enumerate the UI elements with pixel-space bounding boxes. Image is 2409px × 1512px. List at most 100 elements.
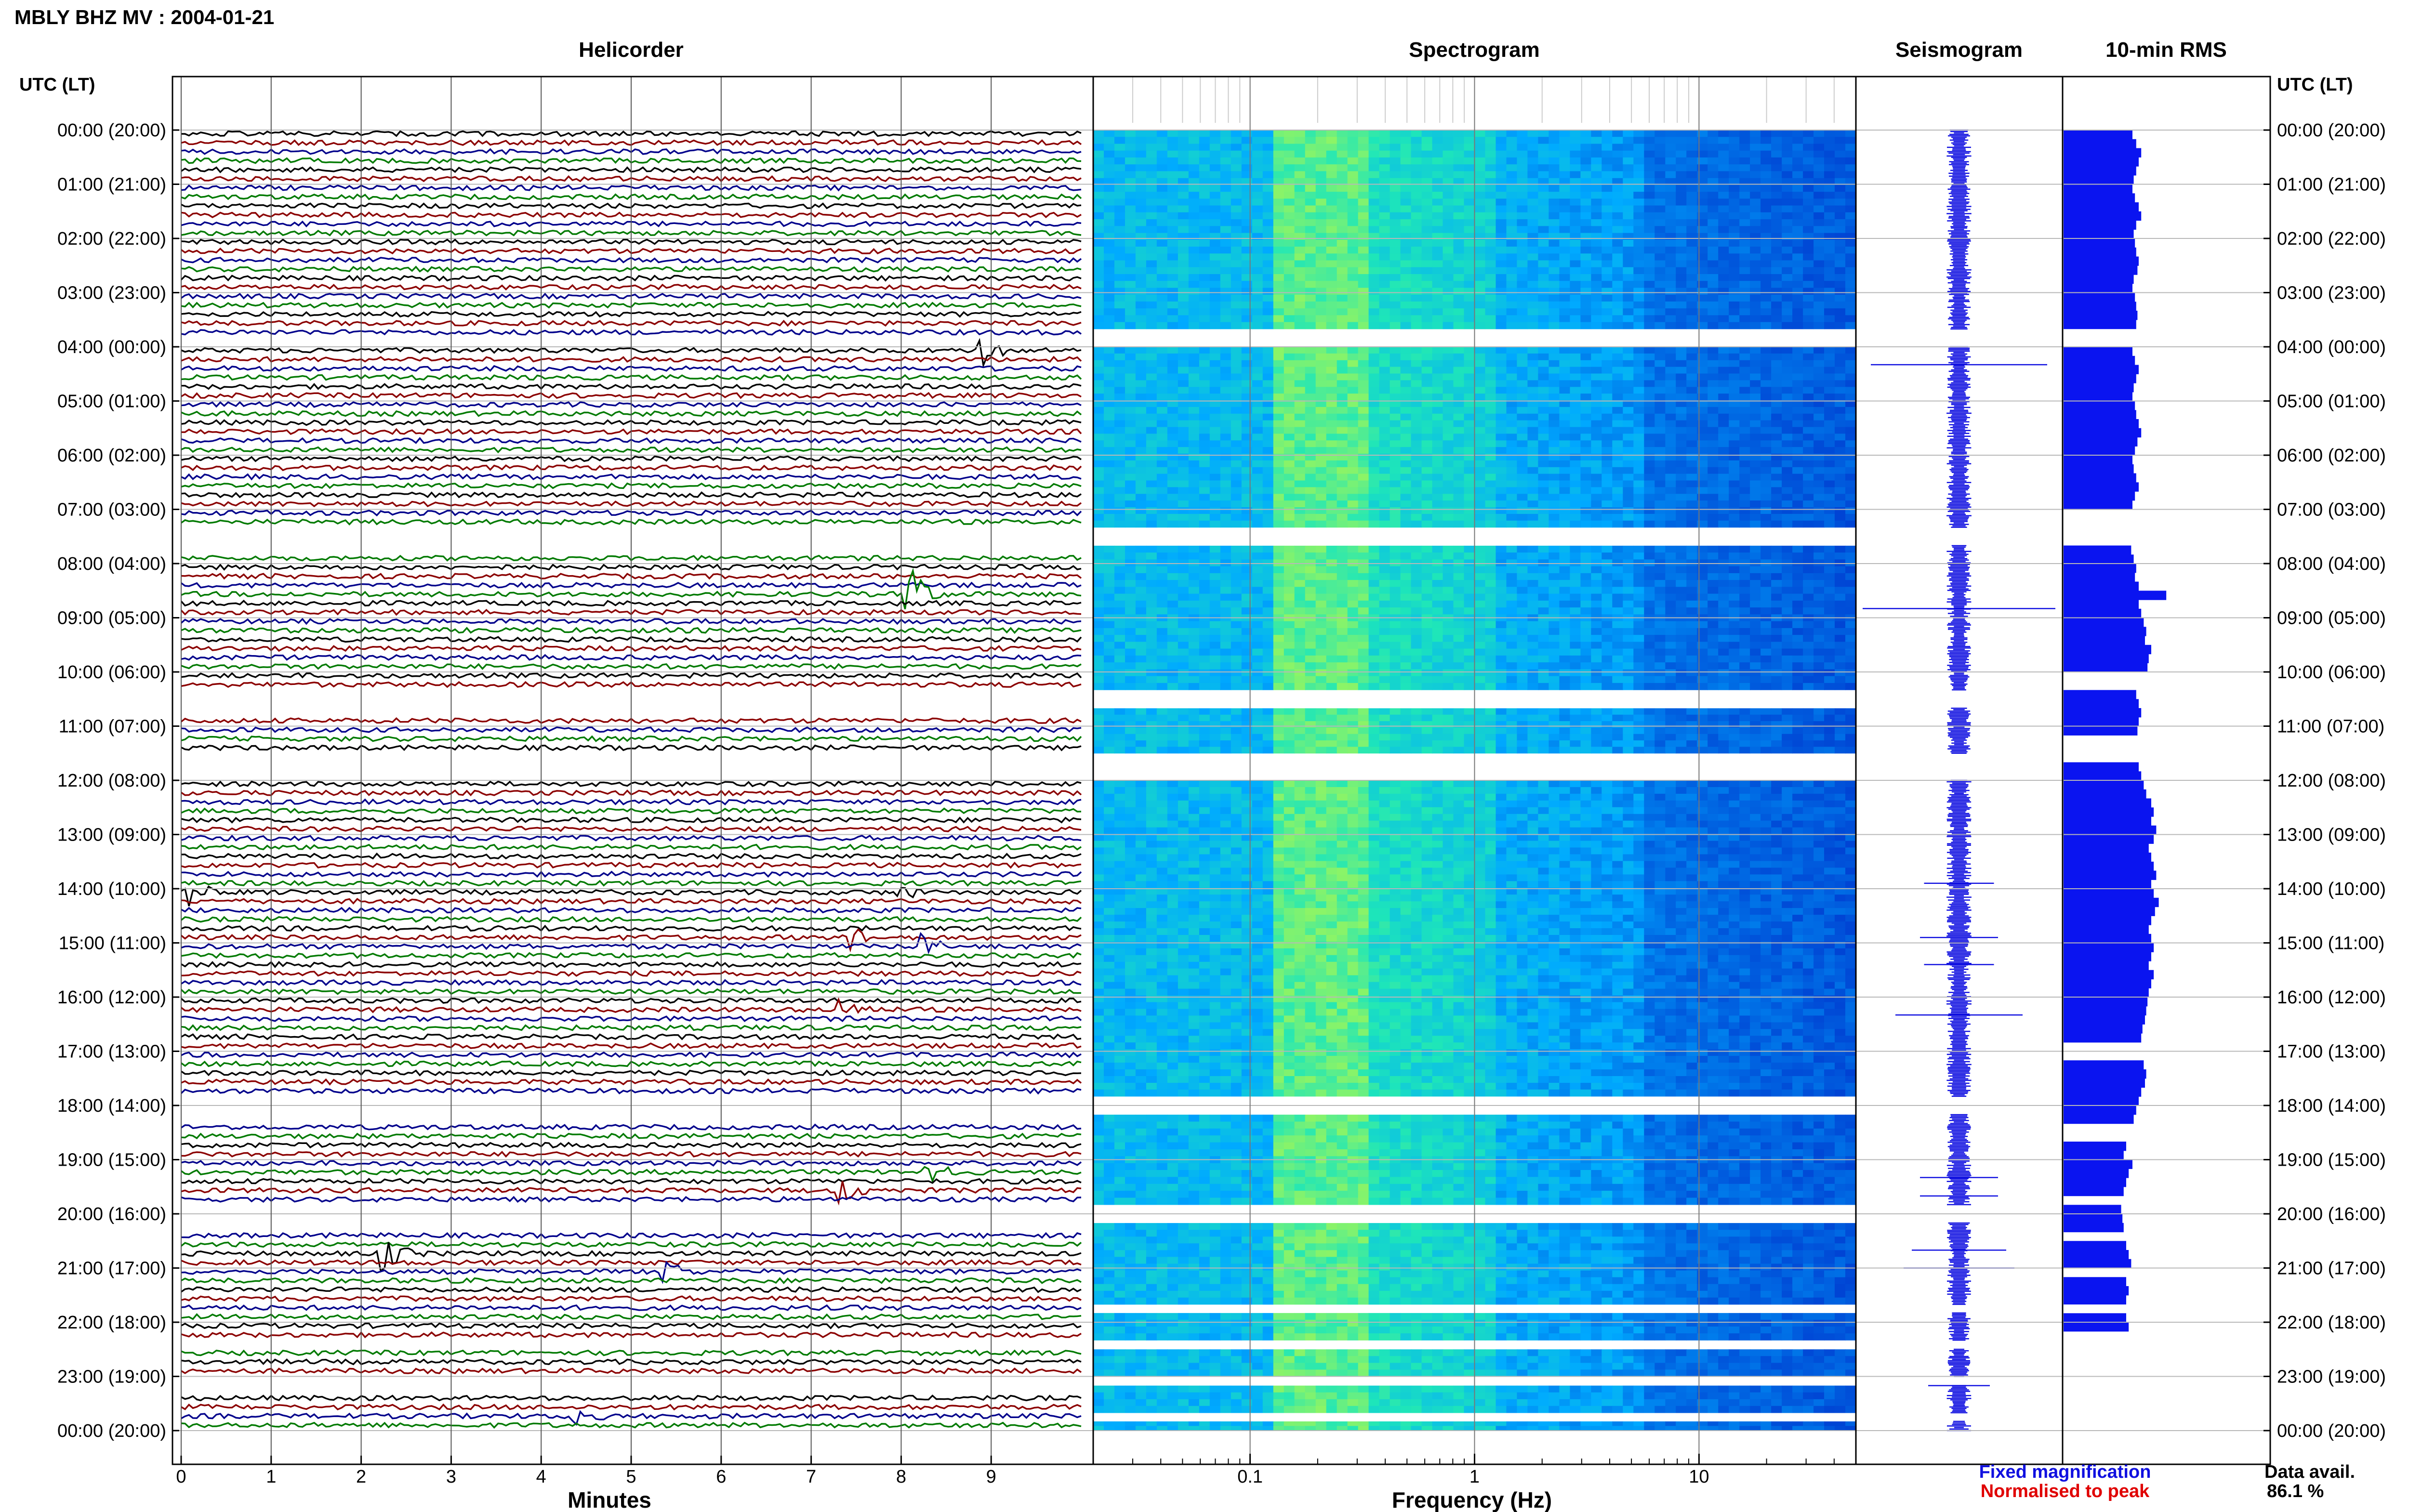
- spectrogram-cell: [1792, 607, 1803, 615]
- spectrogram-cell: [1432, 600, 1443, 608]
- spectrogram-cell: [1273, 420, 1284, 428]
- spectrogram-cell: [1729, 157, 1740, 165]
- spectrogram-cell: [1623, 559, 1634, 567]
- spectrogram-cell: [1633, 198, 1645, 206]
- spectrogram-cell: [1347, 233, 1359, 240]
- spectrogram-cell: [1231, 301, 1242, 309]
- spectrogram-cell: [1156, 137, 1168, 144]
- spectrogram-cell: [1496, 467, 1507, 474]
- spectrogram-cell: [1707, 559, 1719, 567]
- spectrogram-cell: [1146, 559, 1157, 567]
- spectrogram-cell: [1591, 600, 1602, 608]
- spectrogram-cell: [1813, 137, 1825, 144]
- spectrogram-cell: [1421, 545, 1433, 553]
- spectrogram-cell: [1676, 507, 1687, 514]
- spectrogram-cell: [1220, 192, 1231, 199]
- spectrogram-cell: [1358, 315, 1369, 323]
- spectrogram-cell: [1527, 205, 1539, 213]
- spectrogram-cell: [1686, 460, 1697, 468]
- spectrogram-cell: [1750, 315, 1761, 323]
- spectrogram-cell: [1209, 308, 1221, 316]
- spectrogram-cell: [1241, 552, 1253, 560]
- spectrogram-cell: [1697, 480, 1708, 487]
- spectrogram-cell: [1750, 400, 1761, 408]
- spectrogram-cell: [1294, 394, 1306, 401]
- spectrogram-cell: [1358, 545, 1369, 553]
- spectrogram-cell: [1400, 434, 1412, 441]
- spectrogram-cell: [1125, 440, 1136, 447]
- spectrogram-cell: [1432, 559, 1443, 567]
- spectrogram-cell: [1771, 440, 1782, 447]
- spectrogram-cell: [1135, 233, 1147, 240]
- spectrogram-cell: [1209, 545, 1221, 553]
- spectrogram-cell: [1538, 353, 1549, 361]
- spectrogram-cell: [1421, 559, 1433, 567]
- spectrogram-cell: [1676, 219, 1687, 226]
- spectrogram-cell: [1337, 628, 1348, 635]
- spectrogram-cell: [1337, 353, 1348, 361]
- spectrogram-cell: [1644, 413, 1655, 421]
- spectrogram-cell: [1559, 500, 1571, 508]
- spectrogram-cell: [1337, 198, 1348, 206]
- spectrogram-cell: [1718, 427, 1729, 434]
- spectrogram-cell: [1220, 566, 1231, 574]
- spectrogram-cell: [1379, 322, 1390, 329]
- spectrogram-cell: [1718, 178, 1729, 185]
- spectrogram-cell: [1496, 308, 1507, 316]
- spectrogram-cell: [1496, 267, 1507, 275]
- spectrogram-cell: [1368, 373, 1380, 381]
- spectrogram-cell: [1453, 487, 1465, 494]
- spectrogram-cell: [1803, 347, 1814, 354]
- spectrogram-cell: [1294, 130, 1306, 137]
- spectrogram-cell: [1718, 239, 1729, 247]
- spectrogram-cell: [1358, 171, 1369, 179]
- spectrogram-cell: [1273, 635, 1284, 642]
- spectrogram-cell: [1220, 367, 1231, 374]
- spectrogram-cell: [1146, 440, 1157, 447]
- spectrogram-cell: [1252, 144, 1263, 151]
- spectrogram-cell: [1209, 301, 1221, 309]
- spectrogram-cell: [1665, 440, 1677, 447]
- spectrogram-cell: [1760, 281, 1772, 288]
- spectrogram-cell: [1125, 157, 1136, 165]
- spectrogram-cell: [1337, 387, 1348, 394]
- spectrogram-cell: [1104, 387, 1115, 394]
- spectrogram-cell: [1718, 171, 1729, 179]
- spectrogram-cell: [1464, 137, 1475, 144]
- spectrogram-cell: [1485, 513, 1496, 521]
- spectrogram-cell: [1485, 593, 1496, 601]
- spectrogram-cell: [1580, 420, 1592, 428]
- spectrogram-cell: [1199, 487, 1210, 494]
- spectrogram-cell: [1135, 500, 1147, 508]
- spectrogram-cell: [1527, 288, 1539, 295]
- spectrogram-cell: [1591, 178, 1602, 185]
- spectrogram-cell: [1792, 226, 1803, 234]
- spectrogram-cell: [1782, 288, 1793, 295]
- spectrogram-cell: [1220, 400, 1231, 408]
- spectrogram-cell: [1782, 559, 1793, 567]
- spectrogram-cell: [1591, 387, 1602, 394]
- spectrogram-cell: [1813, 520, 1825, 528]
- spectrogram-cell: [1739, 247, 1750, 254]
- spectrogram-cell: [1739, 566, 1750, 574]
- spectrogram-cell: [1506, 407, 1518, 414]
- spectrogram-cell: [1464, 621, 1475, 629]
- spectrogram-cell: [1771, 507, 1782, 514]
- spectrogram-cell: [1135, 281, 1147, 288]
- spectrogram-cell: [1792, 460, 1803, 468]
- spectrogram-cell: [1315, 460, 1327, 468]
- spectrogram-cell: [1813, 150, 1825, 158]
- spectrogram-cell: [1506, 434, 1518, 441]
- spectrogram-cell: [1496, 164, 1507, 171]
- spectrogram-cell: [1114, 380, 1125, 387]
- spectrogram-cell: [1707, 394, 1719, 401]
- spectrogram-cell: [1379, 580, 1390, 587]
- spectrogram-cell: [1284, 513, 1295, 521]
- spectrogram-cell: [1496, 573, 1507, 580]
- spectrogram-cell: [1602, 347, 1613, 354]
- spectrogram-cell: [1591, 373, 1602, 381]
- spectrogram-cell: [1273, 239, 1284, 247]
- spectrogram-cell: [1697, 347, 1708, 354]
- spectrogram-cell: [1368, 367, 1380, 374]
- spectrogram-cell: [1209, 198, 1221, 206]
